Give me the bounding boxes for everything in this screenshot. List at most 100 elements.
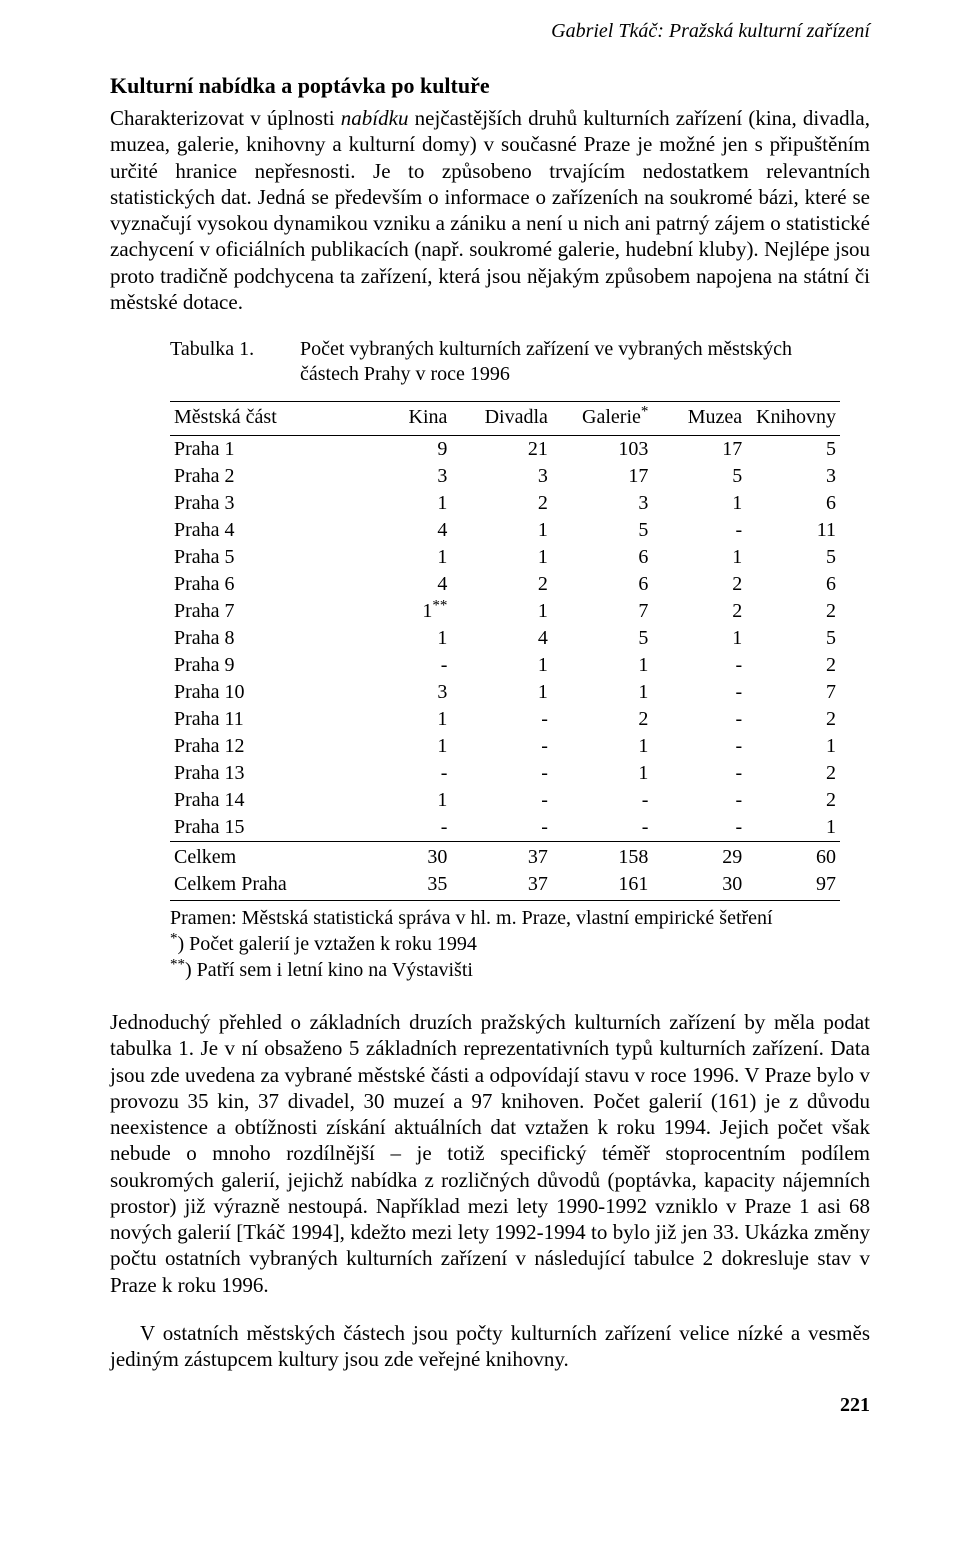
cell: 37: [451, 842, 552, 872]
cell: -: [652, 787, 746, 814]
cell: Praha 14: [170, 787, 358, 814]
cell: 3: [552, 490, 653, 517]
cell: 1: [552, 733, 653, 760]
col-galerie-sup: *: [641, 403, 649, 419]
cell: 17: [552, 463, 653, 490]
table-row: Praha 71**1722: [170, 598, 840, 625]
col-district: Městská část: [170, 402, 358, 436]
cell: 5: [652, 463, 746, 490]
table-row: Praha 814515: [170, 625, 840, 652]
note-sup: **: [170, 956, 185, 972]
cell: 9: [358, 436, 452, 464]
table-row: Praha 511615: [170, 544, 840, 571]
cell: Praha 11: [170, 706, 358, 733]
col-divadla: Divadla: [451, 402, 552, 436]
note-text: ) Patří sem i letní kino na Výstavišti: [185, 959, 473, 981]
col-kina: Kina: [358, 402, 452, 436]
paragraph-1: Charakterizovat v úplnosti nabídku nejča…: [110, 105, 870, 315]
table-row: Praha 141---2: [170, 787, 840, 814]
paragraph-1-italic: nabídku: [341, 106, 409, 130]
cell: -: [451, 787, 552, 814]
cell: 35: [358, 871, 452, 901]
table-header-row: Městská část Kina Divadla Galerie* Muzea…: [170, 402, 840, 436]
table-row: Praha 642626: [170, 571, 840, 598]
cell: 1**: [358, 598, 452, 625]
cell: -: [652, 517, 746, 544]
cell: 2: [652, 571, 746, 598]
cell: 29: [652, 842, 746, 872]
table-row: Praha 13--1-2: [170, 760, 840, 787]
table-total-row: Celkem Praha35371613097: [170, 871, 840, 901]
table-row: Praha 121-1-1: [170, 733, 840, 760]
table-block: Tabulka 1. Počet vybraných kulturních za…: [170, 337, 840, 983]
cell: 3: [746, 463, 840, 490]
cell: -: [552, 814, 653, 842]
cell: 158: [552, 842, 653, 872]
cell: 30: [358, 842, 452, 872]
paragraph-1-part-a: Charakterizovat v úplnosti: [110, 106, 341, 130]
col-galerie-text: Galerie: [582, 406, 641, 428]
cell: -: [652, 733, 746, 760]
cell: -: [451, 760, 552, 787]
cell: Praha 9: [170, 652, 358, 679]
cell: 2: [746, 787, 840, 814]
table-note-doublestar: **) Patří sem i letní kino na Výstavišti: [170, 957, 840, 983]
cell: 5: [552, 625, 653, 652]
cell: Praha 5: [170, 544, 358, 571]
cell: 4: [358, 517, 452, 544]
cell: 6: [746, 571, 840, 598]
cell: 1: [358, 787, 452, 814]
cell: 6: [746, 490, 840, 517]
table-caption: Tabulka 1. Počet vybraných kulturních za…: [170, 337, 840, 387]
cell: Praha 1: [170, 436, 358, 464]
cell: 2: [451, 490, 552, 517]
cell: 2: [552, 706, 653, 733]
cell: 103: [552, 436, 653, 464]
cell: Praha 7: [170, 598, 358, 625]
cell: Praha 4: [170, 517, 358, 544]
table-row: Praha 2331753: [170, 463, 840, 490]
cell: -: [552, 787, 653, 814]
col-muzea: Muzea: [652, 402, 746, 436]
cell: 1: [358, 706, 452, 733]
cell: Praha 10: [170, 679, 358, 706]
cell: 1: [451, 598, 552, 625]
running-header: Gabriel Tkáč: Pražská kulturní zařízení: [110, 20, 870, 43]
cell: 17: [652, 436, 746, 464]
cell: 97: [746, 871, 840, 901]
cell: -: [451, 706, 552, 733]
cell: 37: [451, 871, 552, 901]
cell: 6: [552, 571, 653, 598]
cell: 2: [746, 760, 840, 787]
cell: 4: [358, 571, 452, 598]
cell: 7: [746, 679, 840, 706]
page: Gabriel Tkáč: Pražská kulturní zařízení …: [0, 0, 960, 1457]
cell: 1: [746, 814, 840, 842]
page-number: 221: [110, 1394, 870, 1417]
cell: -: [652, 814, 746, 842]
cell: -: [358, 814, 452, 842]
cell: 1: [451, 517, 552, 544]
cell: 5: [746, 436, 840, 464]
cell: 1: [552, 760, 653, 787]
cell: 1: [358, 490, 452, 517]
col-knihovny: Knihovny: [746, 402, 840, 436]
table-row: Praha 312316: [170, 490, 840, 517]
cell: 5: [552, 517, 653, 544]
cell: 1: [358, 544, 452, 571]
cell: Celkem Praha: [170, 871, 358, 901]
cell: 1: [552, 652, 653, 679]
cell: -: [652, 760, 746, 787]
col-galerie: Galerie*: [552, 402, 653, 436]
cell: 2: [746, 652, 840, 679]
cell: 4: [451, 625, 552, 652]
table-row: Praha 1921103175: [170, 436, 840, 464]
cell: 3: [358, 463, 452, 490]
cell: 30: [652, 871, 746, 901]
section-heading: Kulturní nabídka a poptávka po kultuře: [110, 73, 870, 99]
note-sup: *: [170, 930, 178, 946]
table-row: Praha 15----1: [170, 814, 840, 842]
cell: 161: [552, 871, 653, 901]
cell: 11: [746, 517, 840, 544]
cell: 1: [358, 625, 452, 652]
